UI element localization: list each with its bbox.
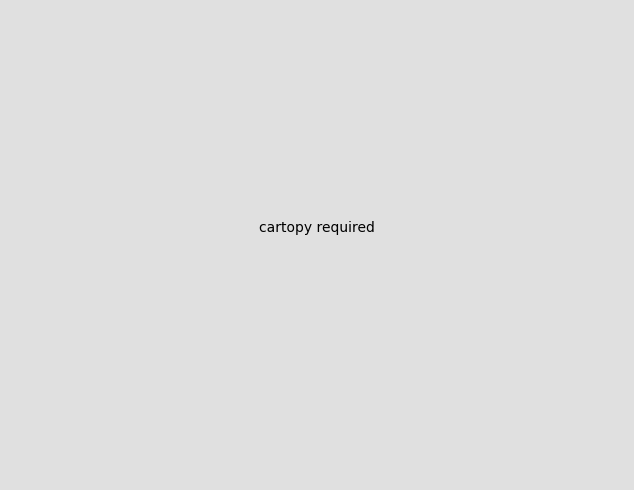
- Text: cartopy required: cartopy required: [259, 221, 375, 235]
